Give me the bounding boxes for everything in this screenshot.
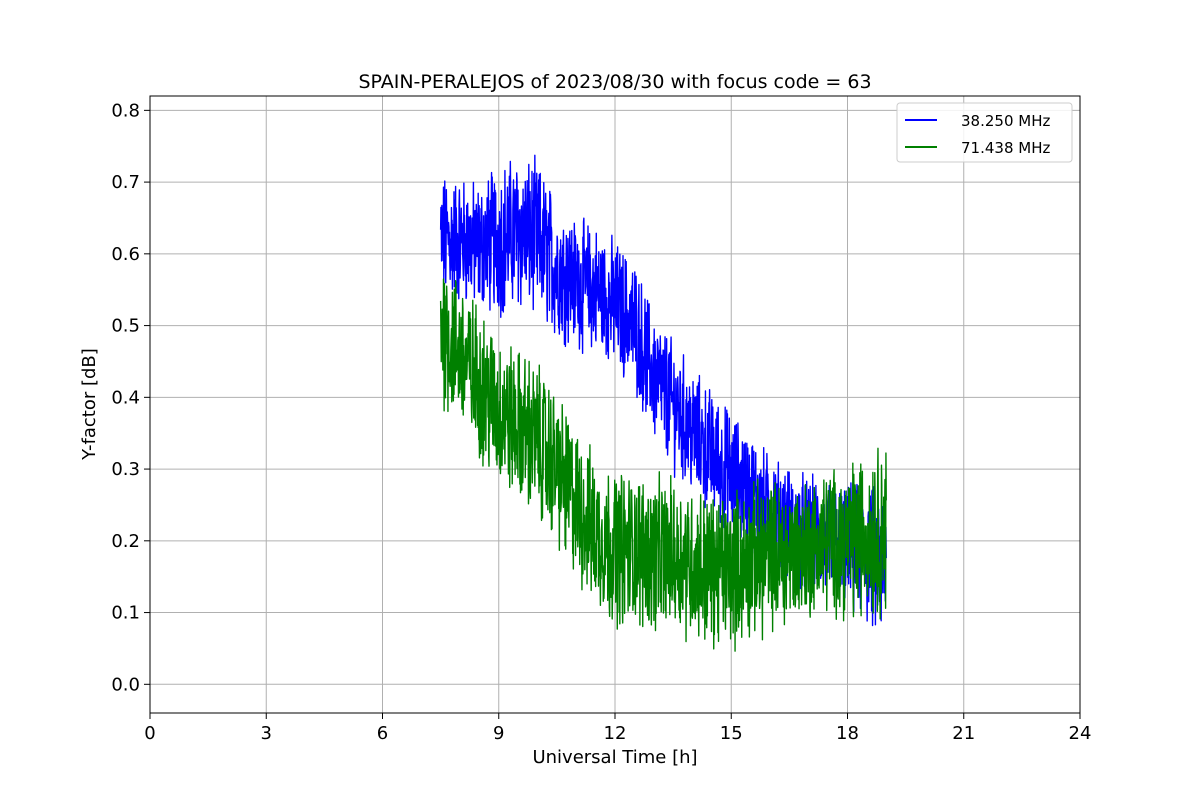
x-tick-label: 18 (836, 723, 859, 744)
x-ticks: 0 3 6 9 12 15 18 21 24 (144, 713, 1091, 744)
y-tick-label: 0.4 (111, 387, 140, 408)
legend-label: 38.250 MHz (961, 112, 1050, 130)
y-tick-label: 0.8 (111, 100, 140, 121)
chart-title: SPAIN-PERALEJOS of 2023/08/30 with focus… (358, 71, 871, 93)
y-ticks: 0.0 0.1 0.2 0.3 0.4 0.5 0.6 0.7 0.8 (111, 100, 150, 695)
x-tick-label: 15 (720, 723, 743, 744)
x-tick-label: 0 (144, 723, 155, 744)
y-tick-label: 0.1 (111, 603, 140, 624)
y-tick-label: 0.3 (111, 459, 140, 480)
x-tick-label: 24 (1069, 723, 1092, 744)
x-tick-label: 3 (261, 723, 272, 744)
x-tick-label: 6 (377, 723, 388, 744)
x-axis-title: Universal Time [h] (532, 747, 697, 768)
y-tick-label: 0.7 (111, 172, 140, 193)
y-tick-label: 0.5 (111, 316, 140, 337)
y-axis-title: Y-factor [dB] (79, 348, 100, 461)
series-line-2 (439, 278, 887, 652)
x-tick-label: 21 (952, 723, 975, 744)
legend: 38.250 MHz 71.438 MHz (896, 102, 1073, 163)
y-tick-label: 0.0 (111, 674, 140, 695)
series-layer (439, 154, 887, 652)
legend-label: 71.438 MHz (961, 139, 1050, 157)
y-tick-label: 0.2 (111, 531, 140, 552)
y-tick-label: 0.6 (111, 244, 140, 265)
x-tick-label: 9 (493, 723, 504, 744)
x-tick-label: 12 (604, 723, 627, 744)
legend-box (896, 102, 1073, 163)
